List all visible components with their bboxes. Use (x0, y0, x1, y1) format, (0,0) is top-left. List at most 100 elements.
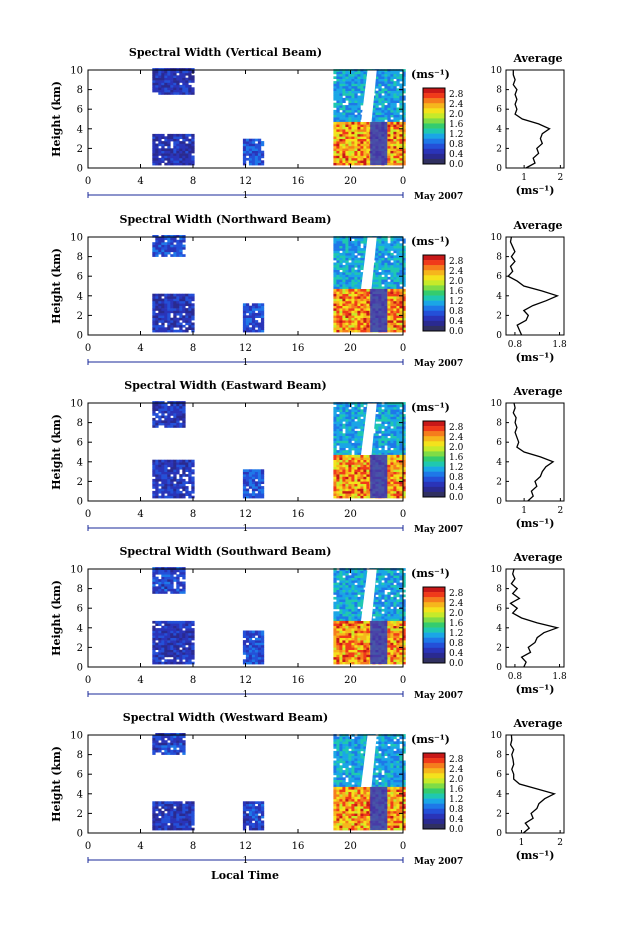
heatmap-cell (333, 428, 337, 432)
heatmap-cell (251, 478, 256, 482)
heatmap-cell (173, 405, 177, 409)
heatmap-cell (257, 630, 262, 634)
heatmap-cell (396, 469, 400, 472)
heatmap-cell (336, 406, 340, 410)
heatmap-cell (191, 145, 195, 149)
heatmap-cell (158, 495, 162, 499)
heatmap-cell (393, 308, 397, 311)
heatmap-cell (155, 143, 159, 147)
heatmap-cell (242, 327, 247, 330)
heatmap-cell (260, 320, 265, 323)
colorbar-segment (423, 456, 445, 462)
heatmap-cell (354, 95, 358, 99)
heatmap-cell (336, 81, 340, 84)
heatmap-cell (333, 262, 337, 266)
heatmap-cell (348, 464, 352, 468)
heatmap-cell (242, 481, 247, 484)
heatmap-cell (339, 95, 343, 99)
heatmap-cell (387, 248, 391, 251)
heatmap-cell (182, 157, 186, 161)
heatmap-cell (333, 604, 337, 607)
heatmap-cell (354, 279, 358, 282)
heatmap-cell (179, 569, 183, 573)
heatmap-cell (336, 298, 340, 302)
heatmap-cell (378, 264, 382, 268)
heatmap-cell (152, 317, 156, 321)
heatmap-cell (387, 442, 391, 446)
heatmap-cell (152, 300, 156, 304)
heatmap-cell (381, 264, 385, 268)
heatmap-cell (164, 571, 168, 575)
heatmap-cell (351, 272, 355, 275)
heatmap-cell (360, 141, 364, 144)
heatmap-cell (336, 613, 340, 617)
heatmap-cell (339, 267, 343, 270)
heatmap-cell (173, 490, 177, 494)
heatmap-cell (333, 601, 337, 605)
heatmap-cell (348, 262, 352, 266)
heatmap-cell (363, 81, 367, 84)
heatmap-cell (384, 580, 388, 583)
heatmap-cell (173, 82, 177, 86)
heatmap-cell (167, 235, 171, 238)
heatmap-cell (248, 312, 253, 316)
heatmap-cell (393, 440, 397, 444)
heatmap-cell (167, 143, 171, 147)
heatmap-cell (354, 616, 358, 619)
heatmap-cell (354, 577, 358, 581)
heatmap-cell (357, 95, 361, 99)
heatmap-cell (245, 478, 250, 482)
heatmap-cell (167, 644, 171, 648)
heatmap-cell (354, 476, 358, 480)
heatmap-cell (336, 308, 340, 311)
heatmap-cell (384, 274, 388, 278)
heatmap-cell (393, 102, 397, 106)
heatmap-cell (387, 93, 391, 96)
heatmap-cell (191, 324, 195, 328)
heatmap-cell (260, 630, 265, 634)
heatmap-cell (185, 92, 189, 95)
heatmap-cell (170, 466, 174, 470)
heatmap-cell (372, 435, 376, 439)
heatmap-cell (387, 430, 391, 434)
heatmap-cell (254, 312, 259, 316)
y-tick-label: 8 (77, 85, 83, 96)
heatmap-cell (245, 661, 250, 665)
heatmap-cell (167, 298, 171, 302)
heatmap-cell (161, 405, 165, 409)
heatmap-cell (363, 582, 367, 586)
heatmap-cell (167, 320, 171, 323)
heatmap-cell (333, 76, 337, 79)
heatmap-cell (152, 640, 156, 643)
heatmap-cell (396, 274, 400, 278)
heatmap-cell (387, 71, 391, 75)
heatmap-cell (339, 450, 343, 453)
heatmap-cell (363, 162, 367, 166)
heatmap-cell (351, 329, 355, 333)
heatmap-cell (387, 272, 391, 275)
heatmap-cell (366, 148, 370, 151)
heatmap-cell (339, 580, 343, 583)
heatmap-cell (173, 329, 177, 333)
heatmap-cell (179, 490, 183, 494)
heatmap-cell (339, 291, 343, 294)
heatmap-cell (366, 303, 370, 306)
heatmap-cell (351, 459, 355, 463)
heatmap-cell (381, 112, 385, 115)
heatmap-cell (155, 157, 159, 161)
heatmap-cell (390, 457, 394, 460)
heatmap-cell (185, 632, 189, 636)
heatmap-cell (381, 414, 385, 417)
heatmap-cell (245, 320, 250, 323)
heatmap-cell (351, 81, 355, 84)
heatmap-cell (387, 288, 391, 292)
heatmap-cell (176, 567, 180, 570)
heatmap-cell (257, 145, 262, 149)
heatmap-cell (254, 162, 259, 166)
heatmap-cell (390, 262, 394, 266)
heatmap-cell (381, 433, 385, 436)
heatmap-cell (354, 305, 358, 309)
heatmap-cell (161, 308, 165, 311)
heatmap-cell (339, 312, 343, 316)
heatmap-cell (176, 630, 180, 634)
